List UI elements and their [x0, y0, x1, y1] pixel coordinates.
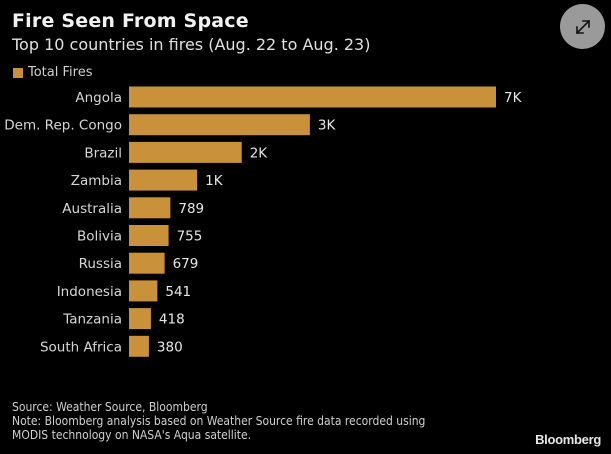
expand-arrows-icon — [575, 19, 590, 34]
methodology-note-line1: Note: Bloomberg analysis based on Weathe… — [12, 414, 426, 428]
bar[interactable] — [129, 141, 242, 163]
data-label: 1K — [205, 173, 224, 189]
bloomberg-logo: Bloomberg — [535, 432, 601, 447]
bar[interactable] — [129, 308, 151, 330]
data-label: 3K — [318, 118, 337, 134]
data-label: 789 — [178, 201, 204, 217]
category-label: Zambia — [71, 173, 122, 189]
data-label: 541 — [165, 284, 191, 300]
bar[interactable] — [129, 197, 171, 219]
bar[interactable] — [129, 280, 158, 302]
category-label: Brazil — [84, 145, 122, 161]
category-label: Russia — [79, 256, 122, 272]
source-note: Source: Weather Source, Bloomberg — [12, 400, 208, 414]
category-label: Angola — [75, 90, 122, 106]
footer: Source: Weather Source, Bloomberg Note: … — [12, 400, 425, 442]
bar[interactable] — [129, 225, 169, 246]
category-label: Indonesia — [57, 284, 122, 300]
data-label: 380 — [157, 339, 183, 355]
category-label: Bolivia — [77, 229, 122, 245]
data-label: 755 — [177, 229, 203, 245]
bar[interactable] — [129, 114, 310, 136]
bar[interactable] — [129, 252, 165, 274]
bar[interactable] — [129, 335, 149, 357]
chart-subtitle: Top 10 countries in fires (Aug. 22 to Au… — [12, 35, 371, 54]
legend: Total Fires — [13, 65, 92, 80]
legend-label: Total Fires — [28, 65, 93, 80]
category-label: Australia — [62, 201, 122, 217]
data-label: 679 — [173, 256, 199, 272]
category-label: South Africa — [40, 339, 122, 355]
data-label: 418 — [159, 312, 185, 328]
chart-title: Fire Seen From Space — [12, 10, 249, 32]
category-label: Tanzania — [62, 312, 122, 328]
category-label: Dem. Rep. Congo — [4, 118, 122, 134]
expand-button[interactable] — [560, 4, 605, 49]
legend-swatch — [13, 67, 23, 78]
bar[interactable] — [129, 86, 496, 108]
data-label: 7K — [504, 90, 523, 106]
data-label: 2K — [250, 145, 269, 161]
methodology-note-line2: MODIS technology on NASA's Aqua satellit… — [12, 428, 252, 442]
bar[interactable] — [129, 169, 198, 191]
